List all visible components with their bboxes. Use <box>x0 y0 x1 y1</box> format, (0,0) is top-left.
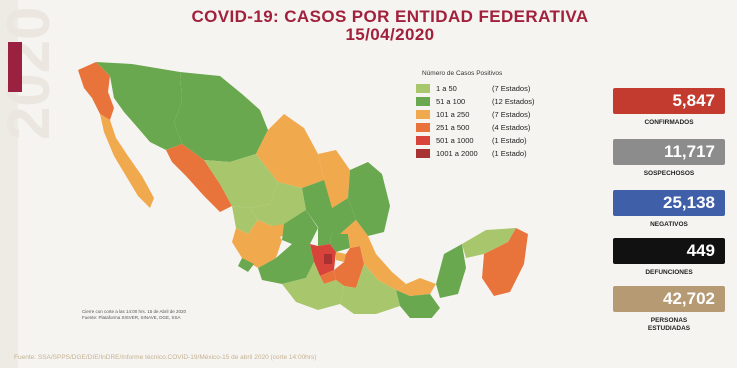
legend-count: (12 Estados) <box>492 97 535 106</box>
state-quintana-roo <box>482 228 528 296</box>
stat-label: PERSONAS ESTUDIADAS <box>613 317 725 332</box>
title-line-1: COVID-19: CASOS POR ENTIDAD FEDERATIVA <box>191 7 589 26</box>
legend-count: (4 Estados) <box>492 123 531 132</box>
state-campeche <box>436 244 466 298</box>
state-yucatan <box>462 228 516 258</box>
state-morelos <box>320 270 336 284</box>
stat-personas-estudiadas: 42,702 PERSONAS ESTUDIADAS <box>613 286 725 332</box>
title-line-2: 15/04/2020 <box>345 25 435 44</box>
legend-item: 251 a 500 (4 Estados) <box>416 121 566 134</box>
state-tlaxcala <box>336 252 346 262</box>
stat-label: SOSPECHOSOS <box>643 170 695 177</box>
legend-count: (1 Estado) <box>492 136 527 145</box>
legend-item: 501 a 1000 (1 Estado) <box>416 134 566 147</box>
legend-count: (1 Estado) <box>492 149 527 158</box>
legend-range: 51 a 100 <box>436 97 466 106</box>
legend-swatch <box>416 149 430 158</box>
state-baja-california <box>78 62 114 120</box>
stat-label: CONFIRMADOS <box>644 119 694 126</box>
state-sonora <box>96 62 182 150</box>
state-nayarit <box>232 206 258 234</box>
legend-item: 1001 a 2000 (1 Estado) <box>416 147 566 160</box>
legend-range: 1001 a 2000 <box>436 149 478 158</box>
state-veracruz <box>340 220 406 290</box>
cut-note: Cierre con corte a las 14:00 hrs. 15 de … <box>82 309 302 321</box>
legend-count: (7 Estados) <box>492 84 531 93</box>
state-tamaulipas <box>348 162 390 236</box>
page-title: COVID-19: CASOS POR ENTIDAD FEDERATIVA 1… <box>120 8 660 44</box>
left-band <box>0 0 18 368</box>
state-durango <box>204 154 278 208</box>
maroon-tab <box>8 42 22 92</box>
stat-label: DEFUNCIONES <box>645 269 693 276</box>
stat-label: NEGATIVOS <box>650 221 688 228</box>
state-hidalgo <box>330 230 350 252</box>
legend-item: 1 a 50 (7 Estados) <box>416 82 566 95</box>
legend-swatch <box>416 136 430 145</box>
cut-note-line-2: Fuente: Plataforma SISVER, SINAVE, DGE, … <box>82 315 181 320</box>
stat-value: 449 <box>613 238 725 264</box>
legend-swatch <box>416 110 430 119</box>
stat-label-line-1: PERSONAS <box>650 317 688 324</box>
state-san-luis-potosi <box>302 180 356 234</box>
legend-range: 501 a 1000 <box>436 136 474 145</box>
state-tabasco <box>396 278 436 296</box>
legend-swatch <box>416 97 430 106</box>
stat-label-line-2: ESTUDIADAS <box>647 324 691 332</box>
legend-swatch <box>416 84 430 93</box>
state-jalisco <box>232 220 282 268</box>
state-colima <box>238 258 254 272</box>
stat-negativos: 25,138 NEGATIVOS <box>613 190 725 229</box>
state-baja-california-sur <box>100 114 154 208</box>
legend-range: 251 a 500 <box>436 123 470 132</box>
mexico-map <box>78 62 528 318</box>
cut-note-line-1: Cierre con corte a las 14:00 hrs. 15 de … <box>82 309 187 314</box>
legend-count: (7 Estados) <box>492 110 531 119</box>
state-cdmx <box>324 254 332 264</box>
state-zacatecas <box>250 182 306 228</box>
legend-swatch <box>416 123 430 132</box>
legend-range: 101 a 250 <box>436 110 470 119</box>
state-guerrero <box>282 262 344 310</box>
source-footer: Fuente: SSA/SPPS/DGE/DIE/InDRE/Informe t… <box>14 354 317 361</box>
state-puebla <box>334 246 364 288</box>
legend-item: 51 a 100 (12 Estados) <box>416 95 566 108</box>
legend-item: 101 a 250 (7 Estados) <box>416 108 566 121</box>
state-coahuila <box>256 114 324 188</box>
stat-defunciones: 449 DEFUNCIONES <box>613 238 725 277</box>
state-chiapas <box>396 290 440 318</box>
legend-title: Número de Casos Positivos <box>422 70 503 77</box>
state-michoacan <box>258 244 314 284</box>
stat-value: 11,717 <box>613 139 725 165</box>
state-aguascalientes <box>272 224 286 238</box>
state-chihuahua <box>174 72 268 162</box>
legend-range: 1 a 50 <box>436 84 457 93</box>
state-oaxaca <box>340 264 400 314</box>
stat-confirmados: 5,847 CONFIRMADOS <box>613 88 725 127</box>
state-queretaro <box>318 228 332 246</box>
state-sinaloa <box>166 144 232 212</box>
stat-value: 42,702 <box>613 286 725 312</box>
state-guanajuato <box>282 210 318 244</box>
stat-value: 5,847 <box>613 88 725 114</box>
state-estado-de-mexico <box>310 244 336 276</box>
stat-value: 25,138 <box>613 190 725 216</box>
stat-sospechosos: 11,717 SOSPECHOSOS <box>613 139 725 178</box>
legend: Número de Casos Positivos 1 a 50 (7 Esta… <box>416 70 566 160</box>
